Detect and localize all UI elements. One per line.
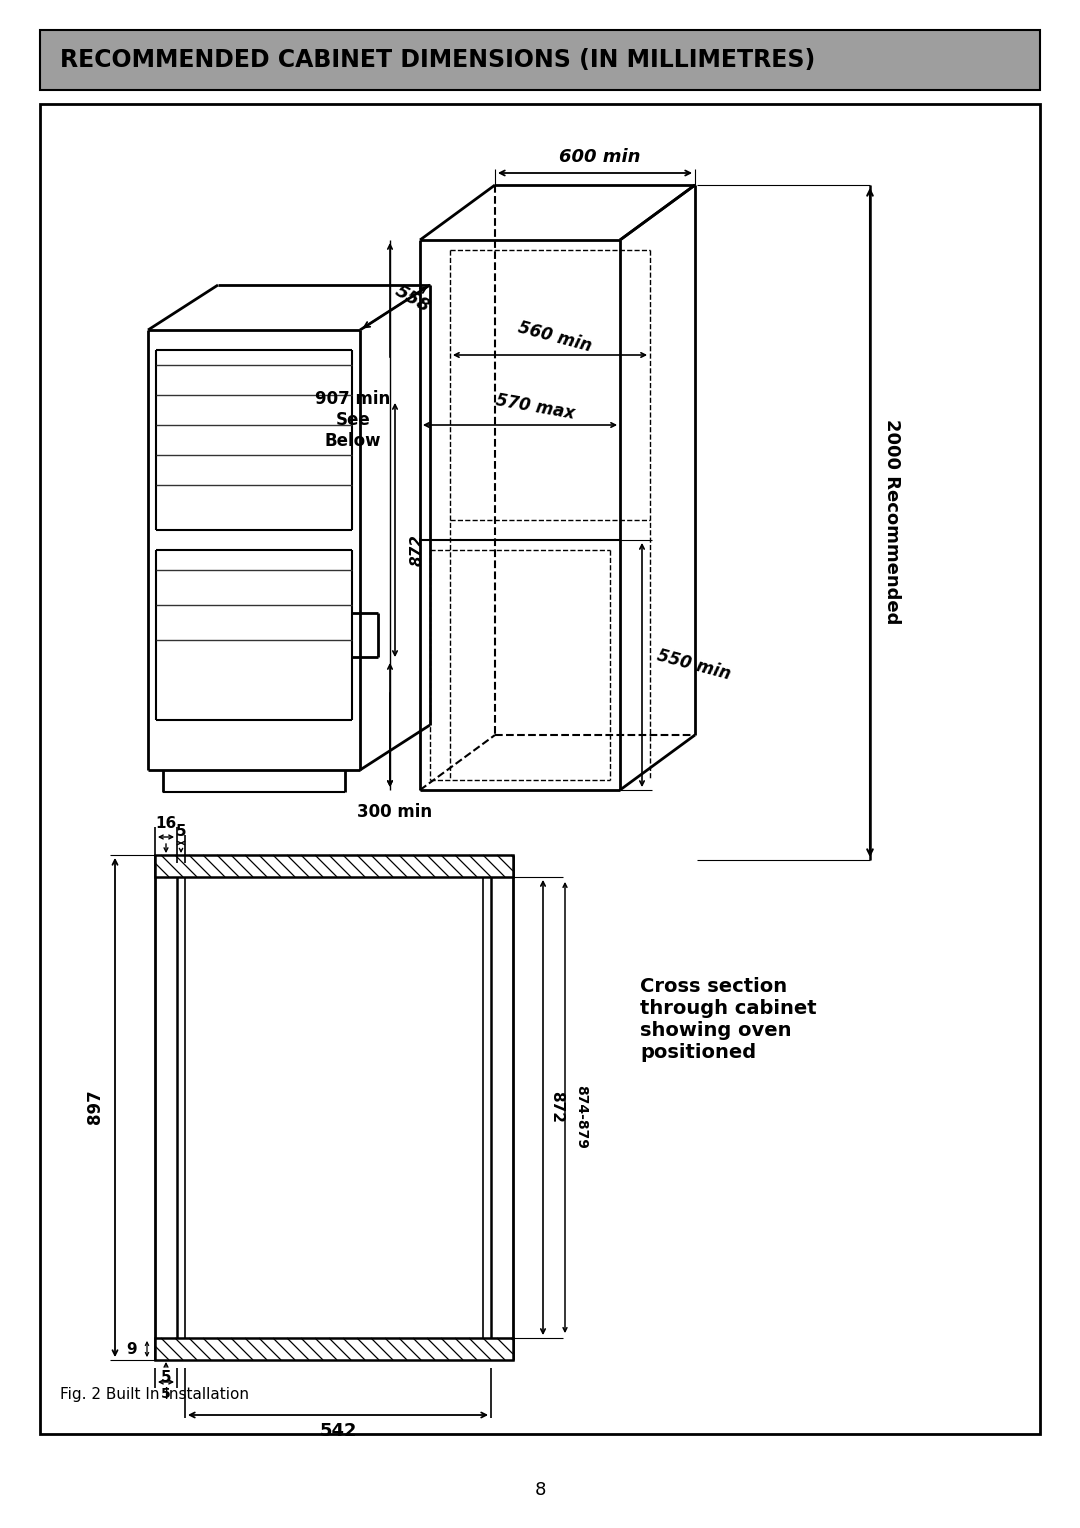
Bar [156,1339,513,1360]
Bar [156,856,513,877]
Text: 570 max: 570 max [494,391,576,423]
Text: 550 min: 550 min [656,646,733,683]
Text: RECOMMENDED CABINET DIMENSIONS (IN MILLIMETRES): RECOMMENDED CABINET DIMENSIONS (IN MILLI… [60,47,815,72]
Text: 5: 5 [176,824,187,839]
Text: 2000 Recommended: 2000 Recommended [883,419,901,625]
Text: 560 min: 560 min [516,318,594,356]
Text: 600 min: 600 min [559,148,640,167]
Text: 897: 897 [86,1089,104,1125]
Text: 8: 8 [535,1481,545,1499]
Text: 9: 9 [126,1343,137,1357]
Text: Cross section
through cabinet
showing oven
positioned: Cross section through cabinet showing ov… [640,978,816,1062]
Text: 872: 872 [550,1091,565,1123]
Text: 16: 16 [156,816,177,831]
Bar [40,104,1040,1433]
Text: Fig. 2 Built In Installation: Fig. 2 Built In Installation [60,1387,249,1403]
Text: 907 min
See
Below: 907 min See Below [315,390,391,449]
Text: 558: 558 [392,281,434,316]
Text: 542: 542 [320,1423,356,1439]
Text: 5: 5 [161,1387,171,1401]
Text: 872: 872 [409,535,424,565]
Bar [40,31,1040,90]
Text: 300 min: 300 min [357,804,433,821]
Text: 5: 5 [161,1371,172,1386]
Text: 874-879: 874-879 [573,1085,588,1149]
